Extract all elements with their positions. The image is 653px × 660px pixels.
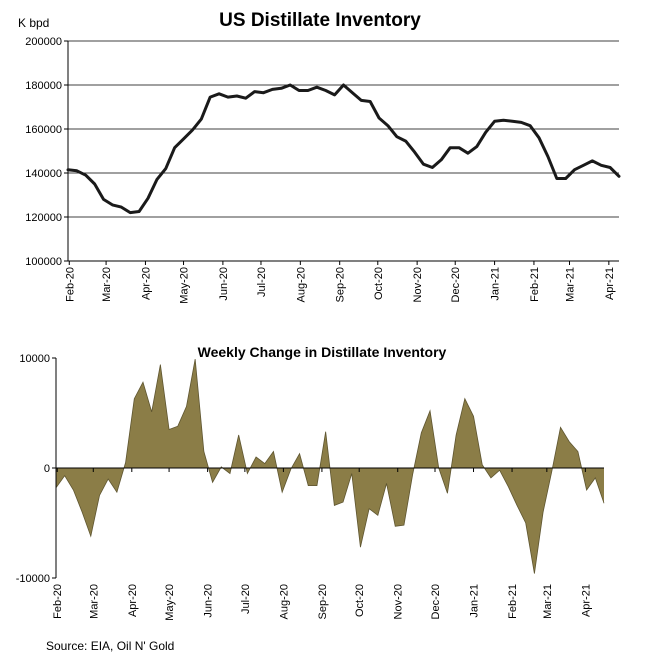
x-tick-label: Aug-20	[295, 267, 307, 302]
y-tick-label: 10000	[19, 353, 50, 365]
x-tick-label: Apr-20	[127, 584, 139, 617]
chart-title: Weekly Change in Distillate Inventory	[198, 344, 447, 360]
x-tick-label: Feb-20	[52, 584, 64, 619]
y-tick-label: 0	[44, 463, 50, 475]
area-fill	[56, 359, 604, 574]
x-tick-label: Mar-21	[542, 584, 554, 619]
x-tick-label: May-20	[179, 267, 191, 304]
axes	[64, 40, 619, 265]
y-tick-labels: -10000 0 10000	[16, 353, 50, 585]
y-tick-label: -10000	[16, 573, 50, 585]
x-tick-labels: Feb-20 Mar-20 Apr-20 May-20 Jun-20 Jul-20 Aug-…	[52, 584, 592, 621]
x-tick-label: Jun-20	[218, 267, 230, 301]
x-tick-label: Feb-21	[529, 267, 541, 302]
y-tick-label: 180000	[25, 80, 62, 92]
x-tick-label: Oct-20	[373, 267, 385, 300]
x-tick-label: Apr-21	[580, 584, 592, 617]
y-tick-labels: 100000 120000 140000 160000 180000 200000	[25, 36, 62, 268]
x-tick-label: Sep-20	[335, 267, 347, 302]
x-tick-label: Feb-21	[507, 584, 519, 619]
x-tick-label: Dec-20	[450, 267, 462, 302]
x-tick-label: Jul-20	[240, 584, 252, 614]
axes	[52, 357, 604, 579]
x-tick-label: Jun-20	[203, 584, 215, 618]
chart-title: US Distillate Inventory	[219, 10, 421, 31]
y-tick-label: 160000	[25, 124, 62, 136]
y-tick-label: 200000	[25, 36, 62, 48]
x-tick-labels: Feb-20 Mar-20 Apr-20 May-20 Jun-20 Jul-20 Aug-…	[64, 267, 616, 304]
y-axis-unit-label: K bpd	[18, 16, 49, 30]
x-tick-label: Nov-20	[393, 584, 405, 619]
gridlines	[68, 40, 619, 262]
x-tick-label: Aug-20	[278, 584, 290, 619]
y-tick-label: 140000	[25, 168, 62, 180]
series-layer	[55, 359, 605, 574]
x-tick-label: Jan-21	[469, 584, 481, 618]
series-layer	[66, 83, 621, 215]
x-tick-label: Dec-20	[430, 584, 442, 619]
x-tick-label: Mar-20	[101, 267, 113, 302]
y-tick-label: 100000	[25, 256, 62, 268]
x-tick-label: Apr-21	[604, 267, 616, 300]
x-tick-label: Apr-20	[140, 267, 152, 300]
y-tick-label: 120000	[25, 212, 62, 224]
series-line	[66, 83, 621, 215]
source-note: Source: EIA, Oil N' Gold	[46, 639, 175, 653]
inventory-line-chart: US Distillate Inventory K bpd 100000 1200…	[18, 10, 621, 304]
x-tick-label: Feb-20	[64, 267, 76, 302]
x-tick-label: May-20	[164, 584, 176, 621]
x-tick-label: Mar-21	[564, 267, 576, 302]
weekly-change-area-chart: Weekly Change in Distillate Inventory -1…	[16, 344, 605, 621]
x-tick-label: Nov-20	[412, 267, 424, 302]
x-tick-label: Mar-20	[88, 584, 100, 619]
x-tick-label: Jul-20	[256, 267, 268, 297]
x-tick-label: Sep-20	[317, 584, 329, 619]
x-tick-label: Jan-21	[490, 267, 502, 301]
area-outline	[55, 359, 605, 574]
x-tick-label: Oct-20	[354, 584, 366, 617]
